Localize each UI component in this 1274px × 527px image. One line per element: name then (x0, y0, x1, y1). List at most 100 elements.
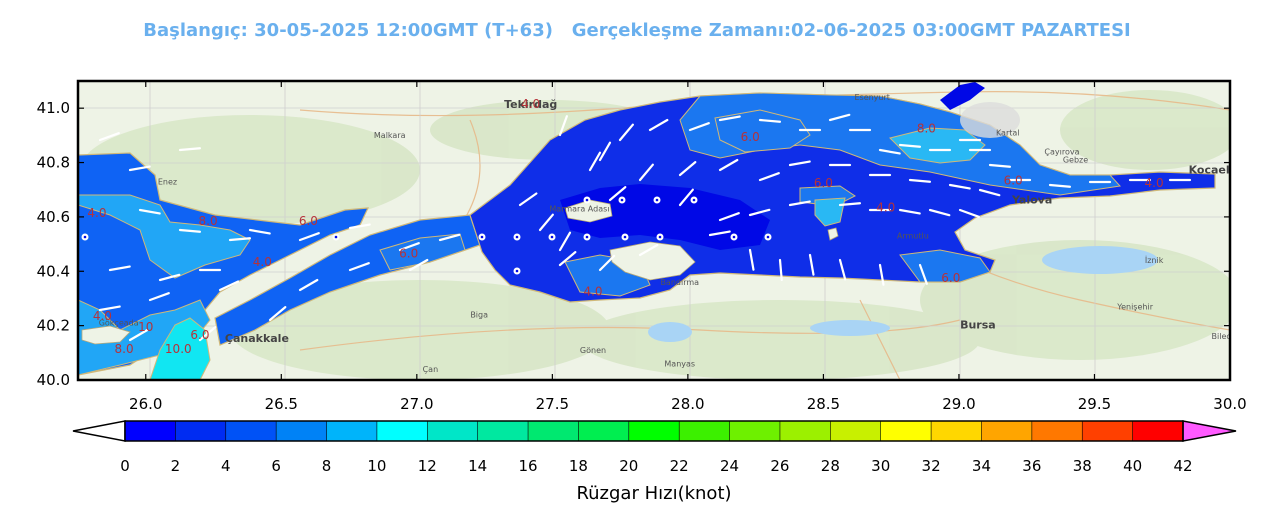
wind-barb (808, 253, 815, 276)
place-label: Çan (423, 365, 439, 374)
place-label: Enez (158, 177, 177, 186)
colorbar-swatch (376, 421, 428, 441)
wind-barb (918, 263, 928, 285)
colorbar-over-arrow (1182, 420, 1237, 442)
calm-markers (81, 196, 772, 275)
wind-barb (298, 278, 319, 292)
wind-barb (608, 186, 627, 202)
gokceada-island (81, 325, 131, 345)
colorbar-tick-label: 42 (1173, 457, 1192, 475)
wind-barb (598, 141, 612, 162)
wind-barb (1048, 183, 1072, 188)
wind-barb (598, 254, 616, 272)
aegean-light-zone (78, 194, 251, 279)
y-tick-label: 41.0 (37, 99, 70, 117)
wind-barb (648, 118, 669, 132)
wind-barb (908, 178, 932, 183)
x-tick-label: 30.0 (1213, 395, 1246, 413)
iznik-lake (1042, 246, 1158, 274)
marmara-east-cyan (814, 197, 846, 227)
wind-barb (148, 292, 170, 302)
wind-barb (708, 230, 731, 237)
x-tick-label: 29.0 (942, 395, 975, 413)
place-label: Bandırma (660, 278, 699, 287)
wind-barb (718, 158, 739, 172)
axis-labels: 26.0 26.5 27.0 27.5 28.0 28.5 29.0 29.5 30.0 40.0… (37, 99, 1247, 413)
y-tick-label: 40.6 (37, 208, 70, 226)
small-islands (827, 227, 839, 241)
wind-barb (758, 172, 780, 182)
wind-barb (348, 262, 370, 272)
place-label: Esenyurt (854, 93, 889, 102)
x-tick-label: 28.5 (807, 395, 840, 413)
calm-marker-dot (620, 198, 624, 202)
marmara-8-zone (889, 127, 986, 164)
place-label: Çanakkale (225, 332, 289, 345)
place-label: Marmara Adası (549, 204, 609, 213)
colorbar-swatch (1132, 421, 1184, 441)
wind-barb (298, 232, 320, 242)
colorbar-tick-label: 30 (871, 457, 890, 475)
wind-barb (128, 165, 151, 172)
place-label: Malkara (374, 131, 406, 140)
wind-barbs (98, 113, 1192, 342)
wind-barb (588, 151, 602, 172)
place-labels: Tekirdağ Malkara Esenyurt Kocaeli Yalova Burs… (99, 93, 1234, 374)
map-frame (76, 79, 1232, 382)
x-tick-label: 27.0 (400, 395, 433, 413)
wind-barb (688, 122, 710, 132)
contour-label: 6.0 (814, 176, 833, 190)
x-tick-label: 28.0 (671, 395, 704, 413)
contour-label: 4.0 (87, 206, 106, 220)
colorbar-frame (124, 420, 1184, 442)
place-label: Kocaeli (1189, 163, 1234, 176)
colorbar-tick-label: 24 (720, 457, 739, 475)
contour-label: 6.0 (941, 271, 960, 285)
wind-barb (828, 113, 851, 122)
wind-barb (408, 258, 429, 272)
x-tick-label: 26.0 (129, 395, 162, 413)
place-label: Yalova (1011, 193, 1052, 206)
colorbar-swatch (578, 421, 630, 441)
place-label: Kartal (996, 128, 1020, 137)
contour-label: 6.0 (399, 247, 418, 261)
colorbar-tick-label: 22 (670, 457, 689, 475)
axis-ticks (78, 81, 1231, 381)
contour-label: 10.0 (165, 342, 192, 356)
wind-barb (948, 183, 971, 190)
colorbar-swatch (175, 421, 227, 441)
wind-barb (518, 192, 538, 207)
wind-barb (788, 200, 811, 207)
aegean-cyan-zone (149, 317, 211, 380)
wind-barb (898, 208, 921, 215)
colorbar-tick-label: 40 (1123, 457, 1142, 475)
wind-barb (988, 163, 1012, 168)
contour-label: 6.0 (299, 214, 318, 228)
wind-barb (618, 123, 634, 142)
colorbar-swatch (628, 421, 680, 441)
wind-barb (978, 188, 1001, 197)
colorbar-tick-label: 4 (221, 457, 231, 475)
y-tick-label: 40.2 (37, 317, 70, 335)
wind-barb (558, 251, 577, 267)
wind-barb (778, 258, 783, 282)
calm-marker-dot (515, 235, 519, 239)
place-label: Tekirdağ (504, 98, 557, 111)
wind-barb (718, 212, 740, 222)
colorbar-swatch (276, 421, 328, 441)
wind-barb (638, 163, 654, 182)
colorbar-swatch (679, 421, 731, 441)
place-label: Gökçeada (99, 319, 139, 328)
calm-marker-dot (480, 235, 484, 239)
colorbar-swatch (477, 421, 529, 441)
colorbar-label: Rüzgar Hızı(knot) (576, 483, 731, 504)
calm-marker-dot (655, 198, 659, 202)
wind-barb (758, 118, 782, 123)
uluabat-lake (810, 320, 890, 336)
wind-barb (898, 143, 922, 148)
contour-label: 6.0 (1004, 173, 1023, 187)
wind-barb (218, 280, 240, 292)
calm-marker-dot (585, 235, 589, 239)
place-label: Armutlu (897, 232, 929, 241)
